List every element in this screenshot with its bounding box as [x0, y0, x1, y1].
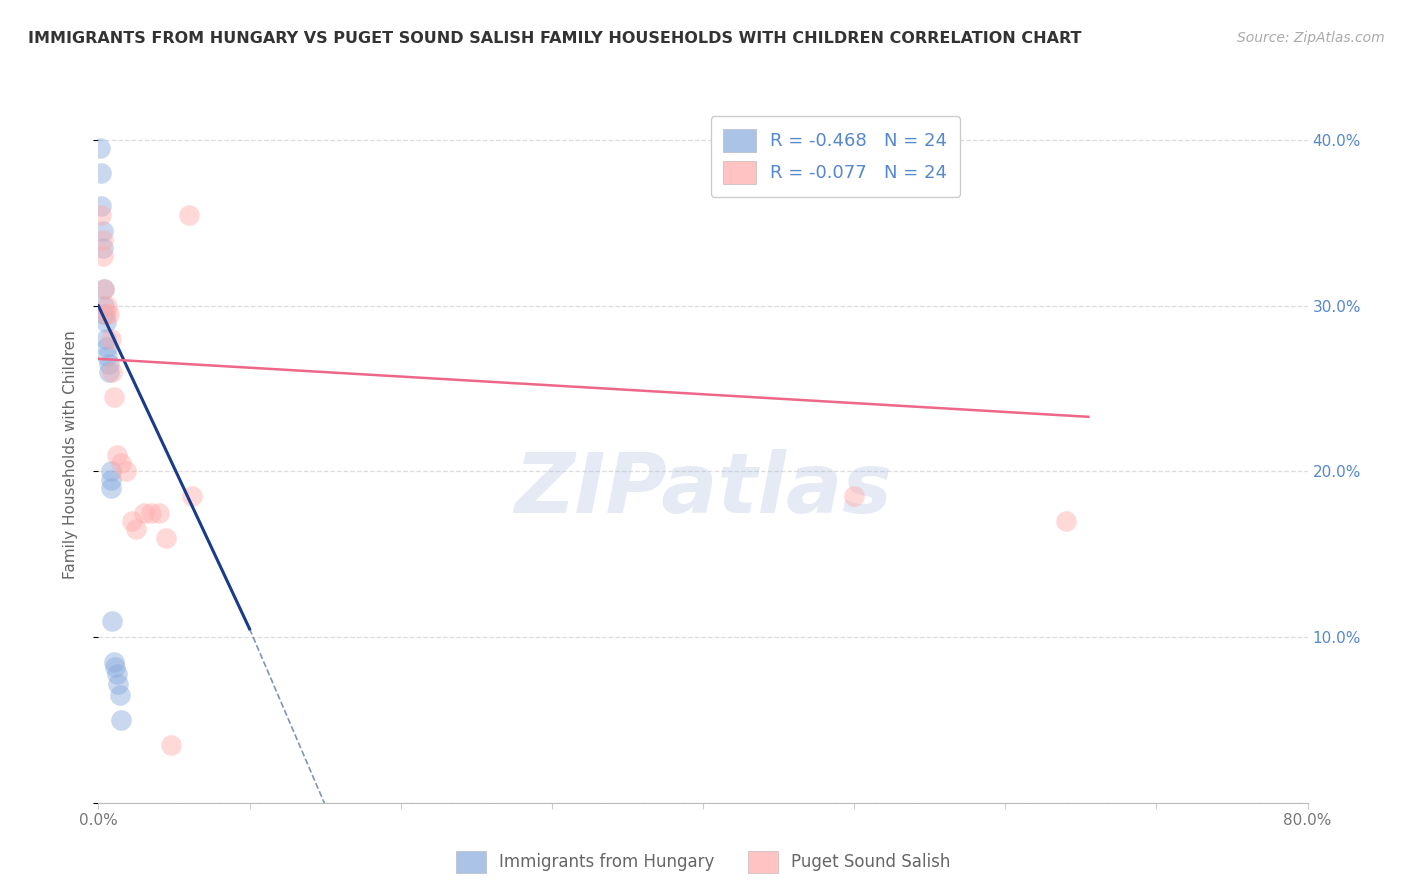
- Point: [96, 340, 118, 354]
- Point: [93, 307, 115, 321]
- Point: [91, 241, 114, 255]
- Point: [114, 465, 136, 479]
- Point: [94, 307, 117, 321]
- Legend: R = -0.468   N = 24, R = -0.077   N = 24: R = -0.468 N = 24, R = -0.077 N = 24: [711, 116, 960, 197]
- Text: IMMIGRANTS FROM HUNGARY VS PUGET SOUND SALISH FAMILY HOUSEHOLDS WITH CHILDREN CO: IMMIGRANTS FROM HUNGARY VS PUGET SOUND S…: [28, 31, 1081, 46]
- Point: [101, 365, 124, 379]
- Point: [96, 349, 118, 363]
- Point: [90, 166, 112, 180]
- Y-axis label: Family Households with Children: Family Households with Children: [63, 331, 77, 579]
- Point: [108, 688, 131, 702]
- Point: [107, 676, 129, 690]
- Point: [91, 224, 114, 238]
- Point: [105, 448, 128, 462]
- Point: [89, 141, 111, 155]
- Point: [93, 299, 115, 313]
- Point: [91, 249, 114, 263]
- Point: [96, 299, 118, 313]
- Point: [93, 282, 115, 296]
- Point: [103, 390, 125, 404]
- Point: [105, 666, 128, 681]
- Point: [98, 365, 121, 379]
- Point: [160, 738, 183, 752]
- Point: [110, 713, 132, 727]
- Point: [91, 233, 114, 247]
- Point: [94, 332, 117, 346]
- Point: [100, 481, 122, 495]
- Legend: Immigrants from Hungary, Puget Sound Salish: Immigrants from Hungary, Puget Sound Sal…: [449, 845, 957, 880]
- Point: [100, 332, 122, 346]
- Point: [148, 506, 170, 520]
- Point: [110, 456, 132, 470]
- Point: [98, 357, 121, 371]
- Point: [103, 655, 125, 669]
- Point: [121, 514, 143, 528]
- Point: [93, 282, 115, 296]
- Point: [100, 465, 122, 479]
- Point: [125, 523, 148, 537]
- Point: [98, 307, 121, 321]
- Point: [104, 660, 127, 674]
- Point: [132, 506, 155, 520]
- Point: [181, 489, 204, 503]
- Point: [101, 614, 124, 628]
- Text: Source: ZipAtlas.com: Source: ZipAtlas.com: [1237, 31, 1385, 45]
- Point: [1054, 514, 1077, 528]
- Point: [100, 473, 122, 487]
- Point: [90, 199, 112, 213]
- Point: [94, 315, 117, 329]
- Point: [155, 531, 177, 545]
- Point: [90, 208, 112, 222]
- Point: [179, 208, 201, 222]
- Point: [844, 489, 866, 503]
- Text: ZIPatlas: ZIPatlas: [515, 450, 891, 530]
- Point: [141, 506, 163, 520]
